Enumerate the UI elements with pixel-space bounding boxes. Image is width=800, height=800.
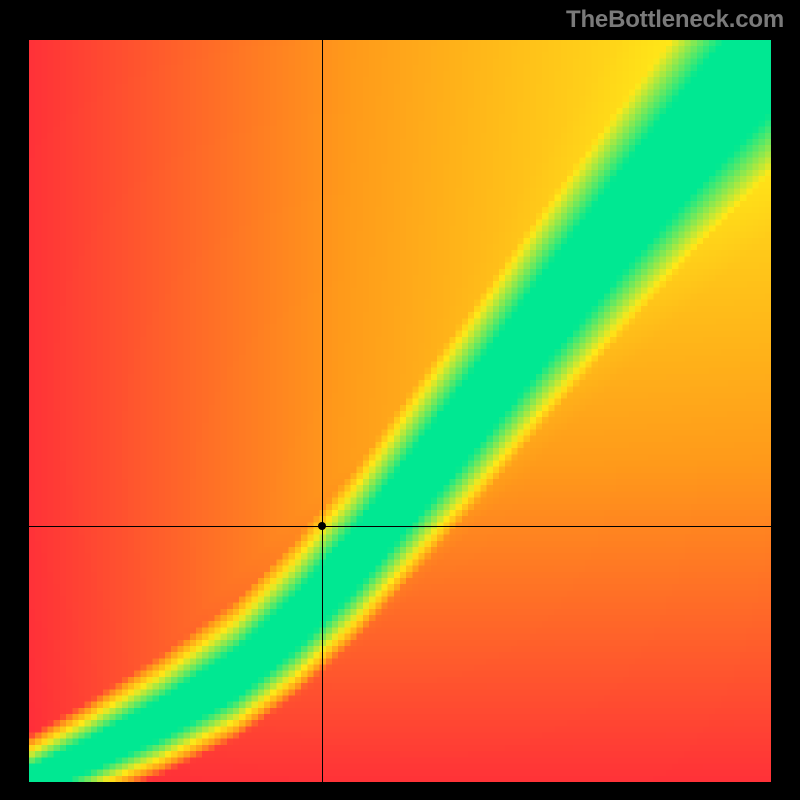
crosshair-vertical: [322, 40, 323, 782]
crosshair-dot: [318, 522, 326, 530]
crosshair-horizontal: [29, 526, 771, 527]
attribution-label: TheBottleneck.com: [566, 6, 784, 34]
plot-area: [29, 40, 771, 782]
heatmap-canvas: [29, 40, 771, 782]
chart-frame: TheBottleneck.com: [0, 0, 800, 800]
